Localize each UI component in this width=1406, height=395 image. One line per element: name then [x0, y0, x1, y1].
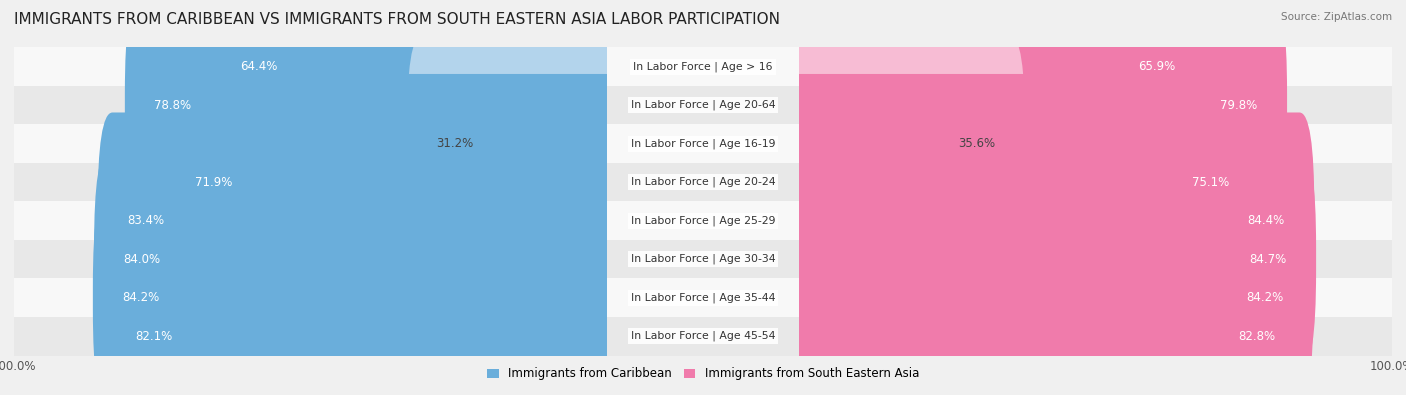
FancyBboxPatch shape	[785, 0, 1286, 213]
FancyBboxPatch shape	[785, 228, 1305, 395]
Bar	[800, 201, 1392, 240]
Bar	[14, 86, 606, 124]
Text: In Labor Force | Age 20-64: In Labor Force | Age 20-64	[631, 100, 775, 111]
Bar	[800, 86, 1392, 124]
FancyBboxPatch shape	[97, 113, 621, 329]
Bar	[14, 124, 606, 163]
Bar	[606, 124, 800, 163]
Bar	[606, 317, 800, 356]
Text: 31.2%: 31.2%	[436, 137, 474, 150]
FancyBboxPatch shape	[93, 190, 621, 395]
Bar	[606, 240, 800, 278]
Text: 84.7%: 84.7%	[1249, 253, 1286, 266]
Bar	[800, 124, 1392, 163]
Text: In Labor Force | Age 20-24: In Labor Force | Age 20-24	[631, 177, 775, 188]
Bar	[14, 240, 606, 278]
Bar	[14, 47, 606, 86]
Text: 78.8%: 78.8%	[155, 99, 191, 112]
Bar	[14, 278, 606, 317]
Bar	[800, 163, 1392, 201]
Text: 84.4%: 84.4%	[1247, 214, 1285, 227]
Legend: Immigrants from Caribbean, Immigrants from South Eastern Asia: Immigrants from Caribbean, Immigrants fr…	[482, 363, 924, 385]
Bar	[14, 163, 606, 201]
Bar	[800, 240, 1392, 278]
Bar	[606, 86, 800, 124]
FancyBboxPatch shape	[785, 36, 1025, 252]
Bar	[606, 47, 800, 86]
Text: 83.4%: 83.4%	[127, 214, 165, 227]
FancyBboxPatch shape	[785, 74, 1260, 290]
Text: 84.2%: 84.2%	[122, 291, 160, 304]
Text: 65.9%: 65.9%	[1137, 60, 1175, 73]
Text: In Labor Force | Age 16-19: In Labor Force | Age 16-19	[631, 138, 775, 149]
FancyBboxPatch shape	[785, 151, 1316, 367]
FancyBboxPatch shape	[94, 151, 621, 367]
FancyBboxPatch shape	[166, 74, 621, 290]
Text: IMMIGRANTS FROM CARIBBEAN VS IMMIGRANTS FROM SOUTH EASTERN ASIA LABOR PARTICIPAT: IMMIGRANTS FROM CARIBBEAN VS IMMIGRANTS …	[14, 12, 780, 27]
FancyBboxPatch shape	[406, 36, 621, 252]
Text: 75.1%: 75.1%	[1192, 176, 1230, 189]
Text: 64.4%: 64.4%	[240, 60, 277, 73]
Text: 79.8%: 79.8%	[1220, 99, 1257, 112]
Bar	[14, 201, 606, 240]
Text: In Labor Force | Age 45-54: In Labor Force | Age 45-54	[631, 331, 775, 342]
Text: In Labor Force | Age > 16: In Labor Force | Age > 16	[633, 61, 773, 72]
Text: In Labor Force | Age 25-29: In Labor Force | Age 25-29	[631, 215, 775, 226]
Text: 82.1%: 82.1%	[135, 330, 172, 343]
Text: 84.2%: 84.2%	[1246, 291, 1284, 304]
Bar	[606, 201, 800, 240]
Text: 82.8%: 82.8%	[1239, 330, 1275, 343]
Text: In Labor Force | Age 30-34: In Labor Force | Age 30-34	[631, 254, 775, 265]
Bar	[606, 278, 800, 317]
Bar	[606, 163, 800, 201]
Text: 35.6%: 35.6%	[959, 137, 995, 150]
FancyBboxPatch shape	[785, 0, 1205, 175]
Text: 71.9%: 71.9%	[195, 176, 233, 189]
Text: In Labor Force | Age 35-44: In Labor Force | Age 35-44	[631, 292, 775, 303]
FancyBboxPatch shape	[785, 113, 1315, 329]
Bar	[800, 278, 1392, 317]
Bar	[14, 317, 606, 356]
FancyBboxPatch shape	[785, 190, 1313, 395]
FancyBboxPatch shape	[105, 228, 621, 395]
FancyBboxPatch shape	[125, 0, 621, 213]
Bar	[800, 47, 1392, 86]
FancyBboxPatch shape	[209, 0, 621, 175]
Text: 84.0%: 84.0%	[124, 253, 160, 266]
Bar	[800, 317, 1392, 356]
Text: Source: ZipAtlas.com: Source: ZipAtlas.com	[1281, 12, 1392, 22]
